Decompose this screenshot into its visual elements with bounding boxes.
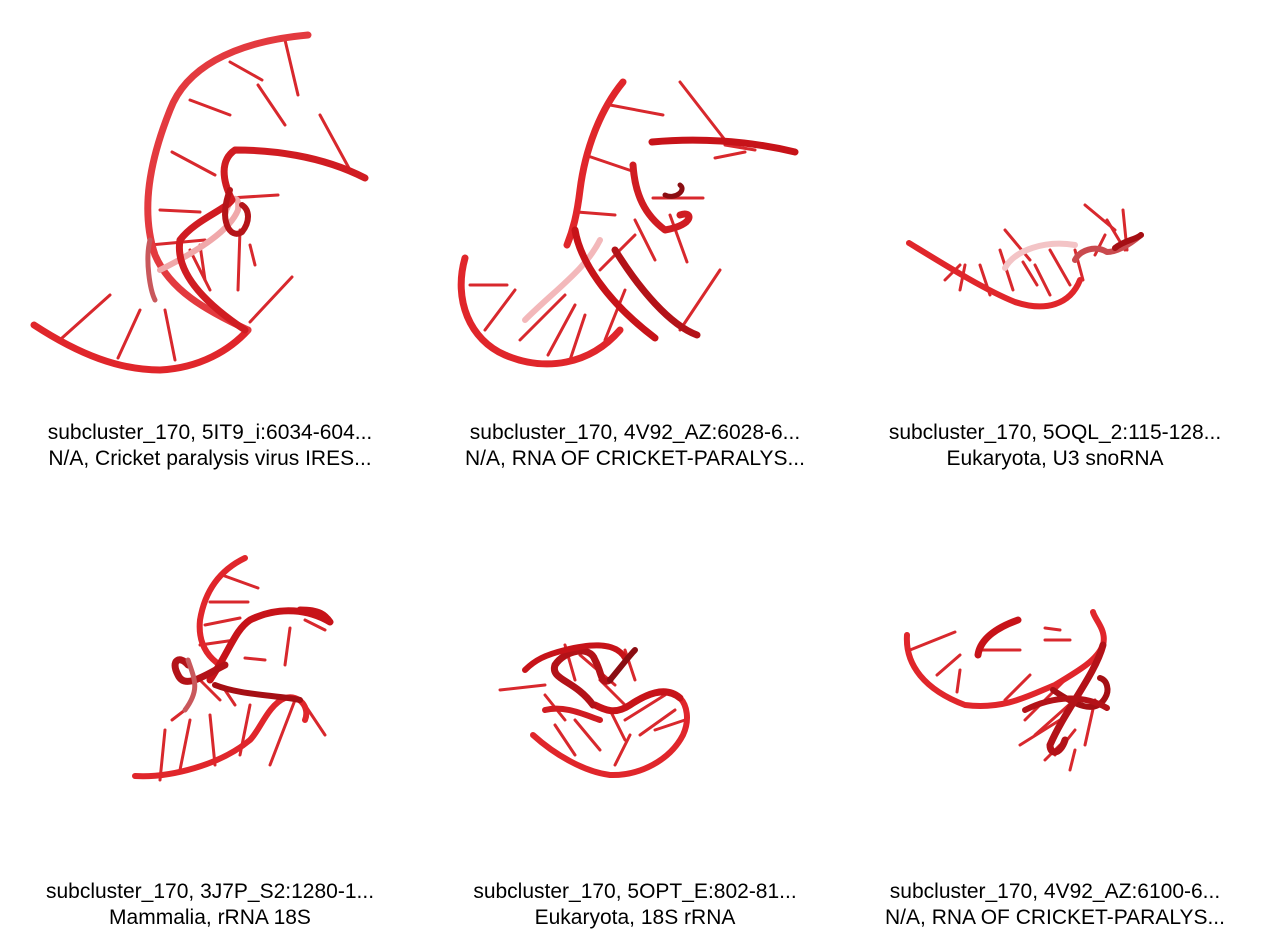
rna-structure-image-3: [906, 203, 1144, 310]
caption-line-1: subcluster_170, 5IT9_i:6034-604...: [47, 421, 373, 444]
caption-line-2: Mammalia, rRNA 18S: [109, 906, 311, 929]
structure-panel-1: subcluster_170, 5IT9_i:6034-604... N/A, …: [0, 0, 420, 480]
caption-line-2: N/A, RNA OF CRICKET-PARALYS...: [465, 447, 805, 470]
rna-structure-image-5: [498, 642, 690, 779]
rna-structure-image-4: [132, 555, 334, 782]
structure-panel-2: subcluster_170, 4V92_AZ:6028-6... N/A, R…: [425, 0, 845, 480]
caption-line-2: Eukaryota, U3 snoRNA: [946, 447, 1164, 470]
structure-panel-3: subcluster_170, 5OQL_2:115-128... Eukary…: [845, 0, 1265, 480]
structure-panel-5: subcluster_170, 5OPT_E:802-81... Eukaryo…: [425, 480, 845, 940]
structure-panel-6: subcluster_170, 4V92_AZ:6100-6... N/A, R…: [845, 480, 1265, 940]
rna-structure-image-6: [903, 609, 1111, 772]
caption-line-2: Eukaryota, 18S rRNA: [534, 906, 736, 929]
caption-line-1: subcluster_170, 4V92_AZ:6028-6...: [469, 421, 801, 444]
caption-line-1: subcluster_170, 4V92_AZ:6100-6...: [889, 880, 1221, 903]
caption-line-1: subcluster_170, 5OPT_E:802-81...: [473, 880, 797, 903]
rna-structure-image-2: [457, 78, 799, 368]
caption-line-2: N/A, Cricket paralysis virus IRES...: [48, 447, 372, 470]
caption-line-1: subcluster_170, 5OQL_2:115-128...: [888, 421, 1222, 444]
structure-panel-4: subcluster_170, 3J7P_S2:1280-1... Mammal…: [0, 480, 420, 940]
rna-structure-image-1: [30, 31, 369, 374]
caption-line-2: N/A, RNA OF CRICKET-PARALYS...: [885, 906, 1225, 929]
caption-line-1: subcluster_170, 3J7P_S2:1280-1...: [45, 880, 375, 903]
